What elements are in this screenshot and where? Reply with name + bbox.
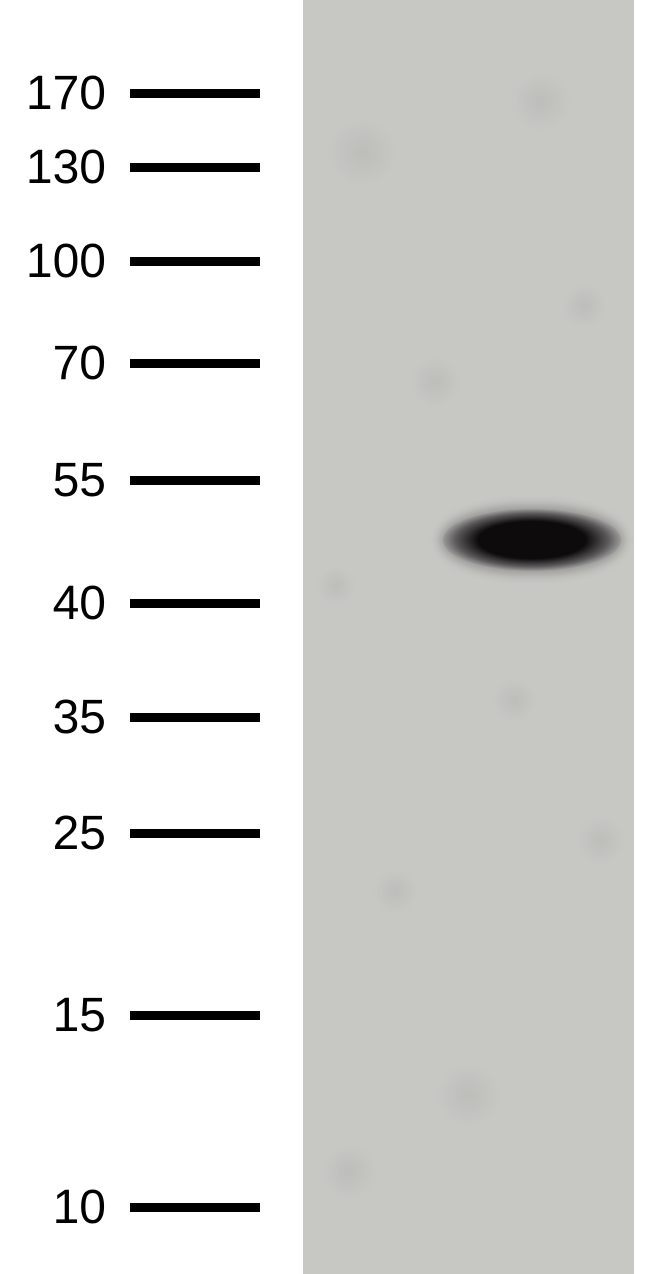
mw-tick xyxy=(130,359,260,368)
mw-marker-40: 40 xyxy=(0,576,260,631)
mw-label: 130 xyxy=(0,140,130,195)
mw-tick xyxy=(130,1011,260,1020)
mw-label: 15 xyxy=(0,988,130,1043)
mw-marker-70: 70 xyxy=(0,336,260,391)
mw-label: 10 xyxy=(0,1180,130,1235)
mw-marker-35: 35 xyxy=(0,690,260,745)
blot-lanes xyxy=(303,0,634,1274)
mw-tick xyxy=(130,829,260,838)
mw-label: 70 xyxy=(0,336,130,391)
mw-marker-15: 15 xyxy=(0,988,260,1043)
mw-marker-170: 170 xyxy=(0,66,260,121)
mw-tick xyxy=(130,257,260,266)
mw-marker-130: 130 xyxy=(0,140,260,195)
mw-tick xyxy=(130,713,260,722)
mw-tick xyxy=(130,1203,260,1212)
mw-marker-55: 55 xyxy=(0,453,260,508)
mw-tick xyxy=(130,89,260,98)
blot-membrane xyxy=(303,0,634,1274)
mw-tick xyxy=(130,476,260,485)
mw-label: 25 xyxy=(0,806,130,861)
figure-container: 170 130 100 70 55 40 35 25 15 10 xyxy=(0,0,650,1274)
mw-label: 35 xyxy=(0,690,130,745)
mw-label: 170 xyxy=(0,66,130,121)
mw-label: 100 xyxy=(0,234,130,289)
mw-label: 40 xyxy=(0,576,130,631)
mw-label: 55 xyxy=(0,453,130,508)
mw-marker-25: 25 xyxy=(0,806,260,861)
mw-marker-10: 10 xyxy=(0,1180,260,1235)
mw-marker-100: 100 xyxy=(0,234,260,289)
mw-tick xyxy=(130,163,260,172)
mw-tick xyxy=(130,599,260,608)
protein-band xyxy=(443,509,621,571)
